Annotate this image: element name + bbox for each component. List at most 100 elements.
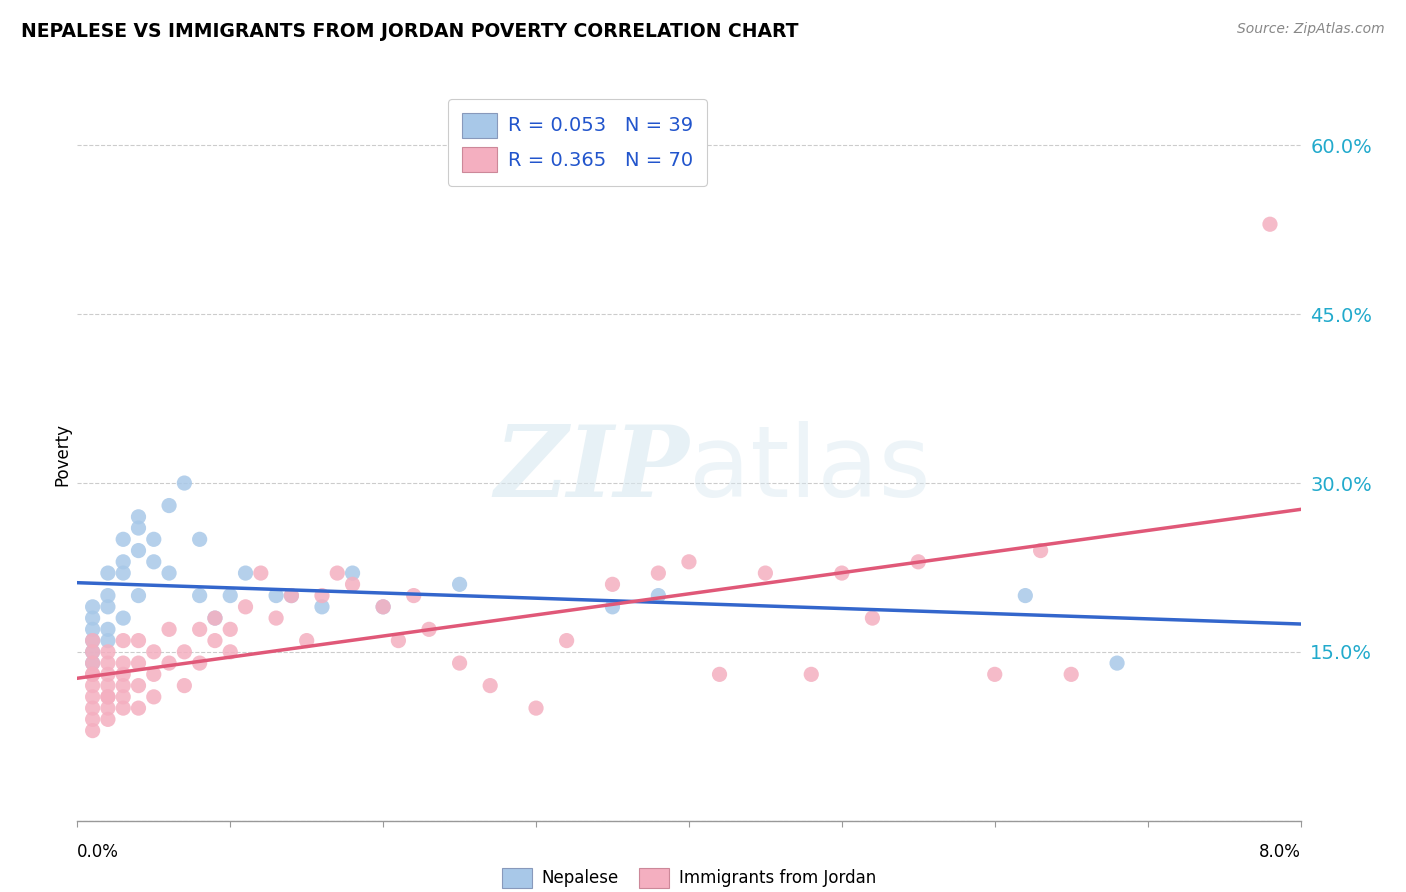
- Point: [82, 667, 104, 681]
- Point: [97, 690, 120, 704]
- Text: Source: ZipAtlas.com: Source: ZipAtlas.com: [1237, 22, 1385, 37]
- Point: [280, 589, 302, 603]
- Point: [173, 679, 195, 693]
- Point: [678, 555, 700, 569]
- Point: [264, 611, 287, 625]
- Point: [204, 633, 226, 648]
- Point: [326, 566, 349, 580]
- Point: [157, 566, 180, 580]
- Point: [235, 599, 257, 614]
- Point: [112, 633, 135, 648]
- Point: [907, 555, 929, 569]
- Point: [82, 645, 104, 659]
- Point: [371, 599, 394, 614]
- Point: [1014, 589, 1036, 603]
- Point: [984, 667, 1007, 681]
- Point: [602, 577, 624, 591]
- Point: [97, 566, 120, 580]
- Point: [188, 533, 211, 547]
- Point: [1258, 217, 1281, 231]
- Point: [188, 656, 211, 670]
- Point: [112, 656, 135, 670]
- Point: [97, 712, 120, 726]
- Point: [219, 623, 242, 637]
- Point: [295, 633, 318, 648]
- Point: [82, 712, 104, 726]
- Point: [128, 589, 150, 603]
- Point: [449, 656, 471, 670]
- Point: [602, 599, 624, 614]
- Point: [82, 667, 104, 681]
- Point: [82, 656, 104, 670]
- Point: [402, 589, 425, 603]
- Point: [82, 679, 104, 693]
- Point: [311, 589, 333, 603]
- Point: [449, 577, 471, 591]
- Point: [387, 633, 409, 648]
- Point: [188, 623, 211, 637]
- Point: [112, 555, 135, 569]
- Point: [219, 589, 242, 603]
- Point: [97, 679, 120, 693]
- Point: [173, 645, 195, 659]
- Point: [97, 589, 120, 603]
- Point: [128, 679, 150, 693]
- Point: [235, 566, 257, 580]
- Point: [112, 667, 135, 681]
- Legend: Nepalese, Immigrants from Jordan: Nepalese, Immigrants from Jordan: [494, 859, 884, 892]
- Point: [82, 656, 104, 670]
- Point: [97, 656, 120, 670]
- Point: [754, 566, 776, 580]
- Point: [82, 599, 104, 614]
- Point: [524, 701, 547, 715]
- Point: [555, 633, 578, 648]
- Point: [204, 611, 226, 625]
- Text: NEPALESE VS IMMIGRANTS FROM JORDAN POVERTY CORRELATION CHART: NEPALESE VS IMMIGRANTS FROM JORDAN POVER…: [21, 22, 799, 41]
- Point: [128, 521, 150, 535]
- Point: [82, 611, 104, 625]
- Point: [479, 679, 502, 693]
- Point: [112, 701, 135, 715]
- Point: [82, 623, 104, 637]
- Point: [342, 566, 364, 580]
- Point: [97, 599, 120, 614]
- Point: [157, 499, 180, 513]
- Point: [128, 543, 150, 558]
- Point: [647, 566, 669, 580]
- Point: [97, 645, 120, 659]
- Point: [82, 633, 104, 648]
- Point: [128, 701, 150, 715]
- Point: [97, 633, 120, 648]
- Text: atlas: atlas: [689, 421, 931, 518]
- Point: [128, 509, 150, 524]
- Point: [112, 690, 135, 704]
- Point: [188, 589, 211, 603]
- Point: [142, 533, 165, 547]
- Point: [418, 623, 440, 637]
- Point: [280, 589, 302, 603]
- Point: [82, 701, 104, 715]
- Point: [250, 566, 273, 580]
- Point: [112, 611, 135, 625]
- Text: 0.0%: 0.0%: [77, 843, 120, 861]
- Point: [204, 611, 226, 625]
- Point: [82, 690, 104, 704]
- Point: [97, 690, 120, 704]
- Point: [112, 533, 135, 547]
- Point: [173, 476, 195, 491]
- Point: [800, 667, 823, 681]
- Point: [311, 599, 333, 614]
- Point: [112, 566, 135, 580]
- Point: [97, 701, 120, 715]
- Point: [82, 723, 104, 738]
- Point: [342, 577, 364, 591]
- Point: [831, 566, 853, 580]
- Point: [128, 656, 150, 670]
- Point: [647, 589, 669, 603]
- Point: [709, 667, 731, 681]
- Point: [157, 623, 180, 637]
- Point: [142, 555, 165, 569]
- Point: [157, 656, 180, 670]
- Text: ZIP: ZIP: [494, 421, 689, 517]
- Point: [142, 690, 165, 704]
